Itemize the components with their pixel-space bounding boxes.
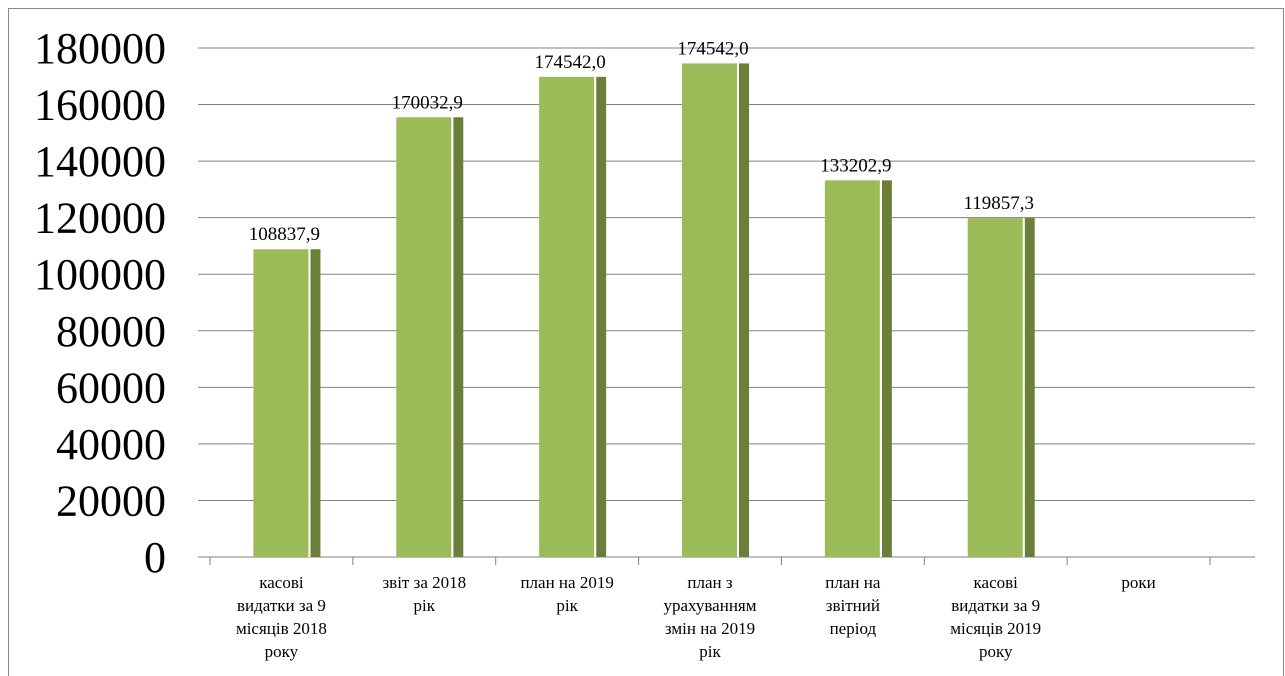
bar bbox=[967, 218, 1024, 557]
y-tick-label: 20000 bbox=[56, 476, 166, 525]
y-tick-label: 120000 bbox=[34, 194, 166, 243]
y-tick-label: 160000 bbox=[34, 81, 166, 130]
x-category-label: видатки за 9 bbox=[951, 596, 1040, 615]
x-category-label: року bbox=[265, 642, 299, 661]
x-category-label: звітний bbox=[826, 596, 880, 615]
data-label: 133202,9 bbox=[820, 155, 891, 176]
bar bbox=[539, 76, 596, 558]
bar-shadow bbox=[1024, 218, 1035, 557]
y-tick-label: 60000 bbox=[56, 363, 166, 412]
bar-shadow bbox=[310, 249, 321, 558]
x-category-label: роки bbox=[1121, 573, 1155, 592]
bar-shadow bbox=[739, 63, 749, 557]
x-category-label: місяців 2018 bbox=[236, 619, 327, 638]
bar bbox=[824, 180, 881, 558]
x-category-label: рік bbox=[556, 596, 578, 615]
data-label: 108837,9 bbox=[249, 224, 320, 245]
bar bbox=[253, 249, 310, 558]
x-category-label: звіт за 2018 bbox=[382, 573, 466, 592]
y-tick-label: 140000 bbox=[34, 137, 166, 186]
x-category-label: період bbox=[830, 619, 877, 638]
data-label: 170032,9 bbox=[392, 92, 463, 113]
y-tick-label: 40000 bbox=[56, 420, 166, 469]
y-tick-label: 80000 bbox=[56, 307, 166, 356]
data-label: 174542,0 bbox=[677, 38, 748, 59]
bar-shadow bbox=[596, 76, 607, 558]
x-category-label: рік bbox=[699, 642, 721, 661]
data-label: 119857,3 bbox=[963, 193, 1034, 214]
x-category-label: змін на 2019 bbox=[665, 619, 755, 638]
bar-shadow bbox=[881, 180, 892, 558]
x-category-label: касові bbox=[259, 573, 304, 592]
x-category-label: року bbox=[979, 642, 1013, 661]
x-category-label: план з bbox=[687, 573, 732, 592]
x-category-label: касові bbox=[974, 573, 1019, 592]
y-tick-label: 180000 bbox=[34, 24, 166, 73]
bar bbox=[396, 117, 453, 558]
x-category-label: місяців 2019 bbox=[950, 619, 1041, 638]
data-label: 174542,0 bbox=[535, 52, 606, 73]
x-category-label: видатки за 9 bbox=[237, 596, 326, 615]
bar bbox=[682, 63, 738, 557]
x-category-label: план на bbox=[825, 573, 881, 592]
chart-frame bbox=[8, 8, 1284, 676]
x-category-label: рік bbox=[414, 596, 436, 615]
x-category-label: план на 2019 bbox=[520, 573, 613, 592]
y-tick-label: 0 bbox=[144, 533, 166, 582]
y-tick-label: 100000 bbox=[34, 250, 166, 299]
bar-shadow bbox=[453, 117, 464, 558]
x-category-label: урахуванням bbox=[663, 596, 756, 615]
